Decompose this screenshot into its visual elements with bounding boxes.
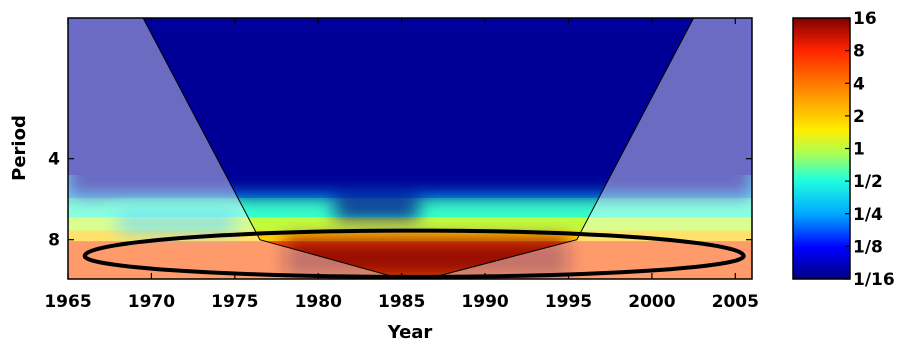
- x-tick-label: 2005: [712, 292, 759, 312]
- cone-of-influence-line: [142, 18, 695, 279]
- colorbar-tick-label: 8: [853, 42, 865, 62]
- colorbar-ticks: 16 8 4 2 1 1/2 1/4 1/8 1/16: [845, 9, 895, 290]
- x-axis-title: Year: [387, 322, 433, 343]
- y-axis: 48: [48, 150, 752, 251]
- x-tick-label: 1990: [461, 292, 508, 312]
- colorbar-tick-label: 1/16: [853, 270, 895, 290]
- heatmap-region: [143, 18, 694, 196]
- y-tick-label: 8: [48, 231, 60, 251]
- colorbar-tick-label: 1: [853, 140, 865, 160]
- y-tick-label: 4: [48, 150, 60, 170]
- x-tick-label: 1985: [378, 292, 425, 312]
- colorbar-tick-label: 4: [853, 74, 865, 94]
- x-tick-label: 1975: [211, 292, 258, 312]
- plot-frame: [67, 17, 753, 280]
- colorbar-tick-label: 1/4: [853, 205, 883, 225]
- colorbar-tick-label: 16: [853, 9, 877, 29]
- x-tick-label: 2000: [628, 292, 675, 312]
- colorbar: [792, 17, 851, 280]
- x-tick-label: 1980: [295, 292, 342, 312]
- heatmap-region: [118, 215, 235, 231]
- x-tick-label: 1965: [44, 292, 91, 312]
- colorbar-tick-label: 1/8: [853, 237, 883, 257]
- x-axis: 1965 1970 1975 1980 1985 1990 1995 2000 2005: [44, 18, 759, 312]
- significance-contour: [82, 228, 746, 279]
- y-axis-title: Period: [9, 115, 30, 181]
- colorbar-tick-label: 2: [853, 107, 865, 127]
- colorbar-tick-label: 1/2: [853, 172, 883, 192]
- x-tick-label: 1995: [545, 292, 592, 312]
- heatmap-region: [334, 202, 419, 218]
- x-tick-label: 1970: [128, 292, 175, 312]
